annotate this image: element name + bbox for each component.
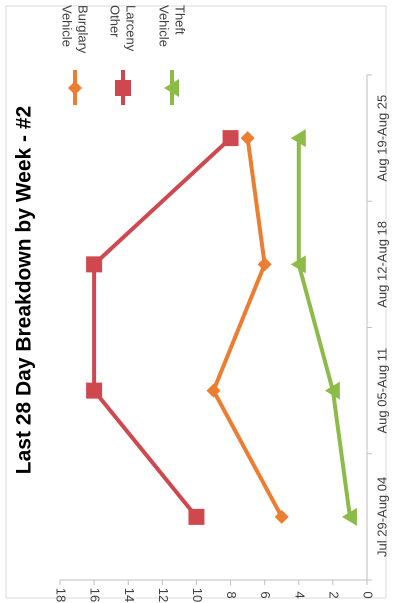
series-vehicle-burglary — [206, 131, 289, 524]
legend-item-vehicle-burglary: Vehicle Burglary — [60, 5, 91, 105]
legend-label-vehicle-theft: Vehicle — [157, 5, 172, 47]
data-point-other-larceny — [222, 130, 239, 147]
value-tick-label: 4 — [292, 591, 307, 598]
series-vehicle-theft — [290, 129, 357, 526]
value-tick-label: 18 — [54, 588, 69, 602]
value-tick-label: 16 — [88, 588, 103, 602]
legend: Vehicle Burglary Other Larceny Vehicle Theft — [60, 5, 188, 105]
data-point-vehicle-burglary — [257, 257, 272, 272]
data-point-vehicle-theft — [290, 129, 306, 148]
legend-label-vehicle-burglary: Burglary — [76, 5, 91, 54]
category-tick-label: Aug 05-Aug 11 — [374, 348, 389, 434]
data-point-vehicle-theft — [290, 255, 306, 274]
data-point-vehicle-burglary — [206, 383, 221, 398]
value-tick-label: 2 — [326, 591, 341, 598]
category-tick-label: Aug 19-Aug 25 — [374, 95, 389, 182]
chart-border — [5, 5, 387, 599]
series-line-other-larceny — [92, 136, 232, 519]
legend-marker-other-larceny — [115, 80, 131, 96]
legend-item-other-larceny: Other Larceny — [108, 5, 139, 105]
data-point-other-larceny — [86, 256, 103, 273]
value-tick-label: 12 — [156, 588, 171, 602]
legend-item-vehicle-theft: Vehicle Theft — [157, 5, 188, 105]
plot-area: 0 2 4 6 8 10 12 14 16 18 Jul 29-Aug 04 Aug 05-Aug 1… — [54, 74, 389, 602]
legend-label-vehicle-theft: Theft — [173, 5, 188, 35]
category-tick-label: Aug 12-Aug 18 — [374, 221, 389, 308]
data-point-other-larceny — [188, 508, 205, 525]
series-line-vehicle-burglary — [211, 137, 284, 518]
legend-label-other-larceny: Other — [108, 5, 123, 38]
legend-marker-vehicle-burglary — [68, 81, 82, 95]
category-tick-label: Jul 29-Aug 04 — [374, 477, 389, 557]
chart-title: Last 28 Day Breakdown by Week - #2 — [13, 106, 36, 474]
data-point-vehicle-burglary — [240, 131, 255, 146]
data-point-vehicle-theft — [324, 381, 340, 400]
data-point-other-larceny — [86, 382, 103, 399]
series-line-vehicle-theft — [296, 138, 352, 518]
value-tick-label: 8 — [224, 591, 239, 598]
legend-marker-vehicle-theft — [164, 79, 179, 97]
value-tick-label: 10 — [190, 588, 205, 602]
data-point-vehicle-burglary — [274, 509, 289, 524]
value-tick-label: 0 — [361, 591, 376, 598]
value-tick-label: 14 — [122, 588, 137, 602]
legend-label-other-larceny: Larceny — [124, 5, 139, 52]
data-point-vehicle-theft — [341, 507, 357, 526]
value-tick-label: 6 — [258, 591, 273, 598]
series-other-larceny — [86, 130, 239, 525]
legend-label-vehicle-burglary: Vehicle — [60, 5, 75, 47]
